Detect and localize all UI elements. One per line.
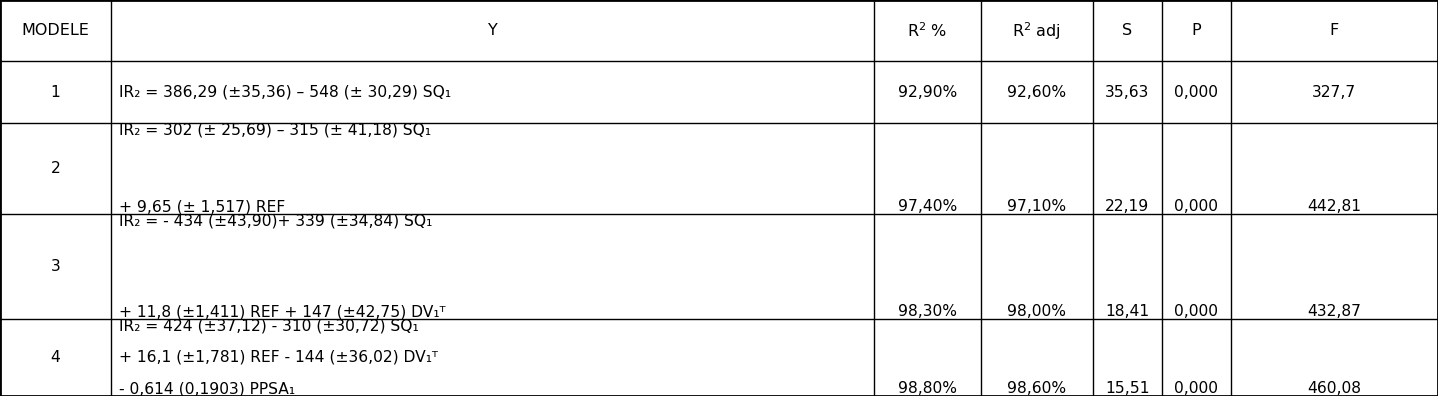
Text: 92,60%: 92,60% [1007,85,1067,99]
Text: 3: 3 [50,259,60,274]
Text: 2: 2 [50,161,60,176]
Text: 92,90%: 92,90% [897,85,958,99]
Text: 327,7: 327,7 [1313,85,1356,99]
Text: 15,51: 15,51 [1106,381,1149,396]
Text: R$^2$ %: R$^2$ % [907,21,948,40]
Text: P: P [1192,23,1201,38]
Text: 442,81: 442,81 [1307,199,1362,214]
Text: - 0,614 (0,1903) PPSA₁: - 0,614 (0,1903) PPSA₁ [119,381,295,396]
Text: 97,10%: 97,10% [1007,199,1067,214]
Text: + 11,8 (±1,411) REF + 147 (±42,75) DV₁ᵀ: + 11,8 (±1,411) REF + 147 (±42,75) DV₁ᵀ [119,304,446,319]
Text: 98,00%: 98,00% [1007,304,1067,319]
Text: F: F [1330,23,1339,38]
Text: IR₂ = 302 (± 25,69) – 315 (± 41,18) SQ₁: IR₂ = 302 (± 25,69) – 315 (± 41,18) SQ₁ [119,122,431,137]
Text: 98,60%: 98,60% [1007,381,1067,396]
Text: 0,000: 0,000 [1175,199,1218,214]
Text: Y: Y [487,23,498,38]
Text: 0,000: 0,000 [1175,381,1218,396]
Text: 98,30%: 98,30% [897,304,958,319]
Text: 18,41: 18,41 [1106,304,1149,319]
Text: R$^2$ adj: R$^2$ adj [1012,20,1061,42]
Text: IR₂ = 424 (±37,12) - 310 (±30,72) SQ₁: IR₂ = 424 (±37,12) - 310 (±30,72) SQ₁ [119,318,418,333]
Text: S: S [1122,23,1133,38]
Text: 97,40%: 97,40% [897,199,958,214]
Text: + 16,1 (±1,781) REF - 144 (±36,02) DV₁ᵀ: + 16,1 (±1,781) REF - 144 (±36,02) DV₁ᵀ [119,350,439,365]
Text: + 9,65 (± 1,517) REF: + 9,65 (± 1,517) REF [119,199,286,214]
Text: MODELE: MODELE [22,23,89,38]
Text: 35,63: 35,63 [1106,85,1149,99]
Text: 1: 1 [50,85,60,99]
Text: IR₂ = - 434 (±43,90)+ 339 (±34,84) SQ₁: IR₂ = - 434 (±43,90)+ 339 (±34,84) SQ₁ [119,213,433,228]
Text: 4: 4 [50,350,60,365]
Text: 460,08: 460,08 [1307,381,1362,396]
Text: 432,87: 432,87 [1307,304,1362,319]
Text: 98,80%: 98,80% [897,381,958,396]
Text: IR₂ = 386,29 (±35,36) – 548 (± 30,29) SQ₁: IR₂ = 386,29 (±35,36) – 548 (± 30,29) SQ… [119,85,452,99]
Text: 0,000: 0,000 [1175,304,1218,319]
Text: 0,000: 0,000 [1175,85,1218,99]
Text: 22,19: 22,19 [1106,199,1149,214]
